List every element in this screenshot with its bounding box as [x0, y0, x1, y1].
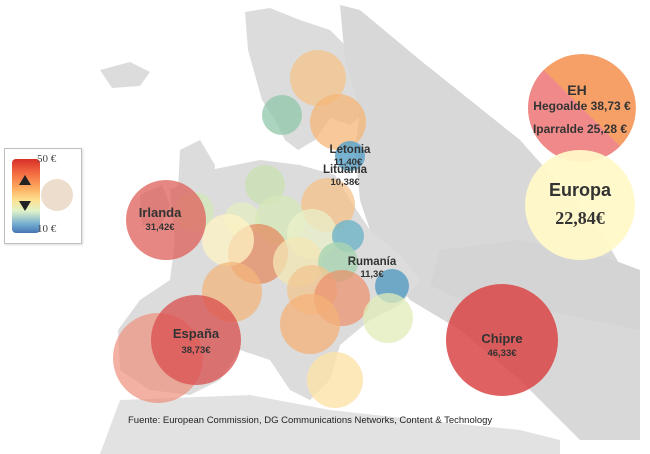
legend-color-scale	[12, 159, 40, 233]
label-latvia-name: Letonia	[330, 144, 371, 156]
label-ireland-value: 31,42€	[145, 222, 175, 233]
label-spain-name: España	[173, 326, 220, 341]
bubble-belgium	[202, 214, 254, 266]
bubble-cyprus	[446, 284, 558, 396]
arrow-up-icon	[19, 175, 31, 185]
legend-min-label: 10 €	[37, 223, 57, 235]
label-lithuania-value: 10,38€	[330, 177, 360, 188]
arrow-down-icon	[19, 201, 31, 211]
bubble-estonia	[335, 141, 365, 171]
label-romania-name: Rumanía	[348, 256, 397, 268]
legend-max-label: 50 €	[37, 153, 57, 165]
label-eh-title: EH	[567, 82, 586, 98]
bubble-italy	[280, 294, 340, 354]
legend-size-circle	[41, 179, 73, 211]
bubble-greece	[363, 293, 413, 343]
bubble-europa	[525, 150, 635, 260]
label-eh-iparralde: Iparralde 25,28 €	[533, 122, 627, 136]
source-note: Fuente: European Commission, DG Communic…	[128, 415, 493, 426]
eh-pie	[528, 54, 636, 162]
bubble-ireland	[126, 180, 206, 260]
bubble-sweden	[290, 50, 346, 106]
label-cyprus-value: 46,33€	[487, 348, 517, 359]
label-europa-title: Europa	[549, 180, 612, 200]
bubble-finland	[310, 94, 366, 150]
label-ireland-name: Irlanda	[139, 205, 182, 220]
bubble-malta	[307, 352, 363, 408]
label-europa-value: 22,84€	[555, 208, 605, 228]
label-latvia-value: 11,40€	[334, 157, 363, 168]
bubble-denmark	[245, 165, 285, 205]
legend: 50 € 10 €	[4, 148, 82, 244]
country-bubbles	[113, 50, 413, 408]
label-romania-value: 11,3€	[360, 269, 384, 280]
label-cyprus-name: Chipre	[481, 331, 522, 346]
label-eh-hegoalde: Hegoalde 38,73 €	[533, 99, 631, 113]
label-lithuania-name: Lituania	[323, 164, 368, 176]
bubble-spain	[151, 295, 241, 385]
bubble-norway-south	[262, 95, 302, 135]
label-spain-value: 38,73€	[181, 345, 211, 356]
